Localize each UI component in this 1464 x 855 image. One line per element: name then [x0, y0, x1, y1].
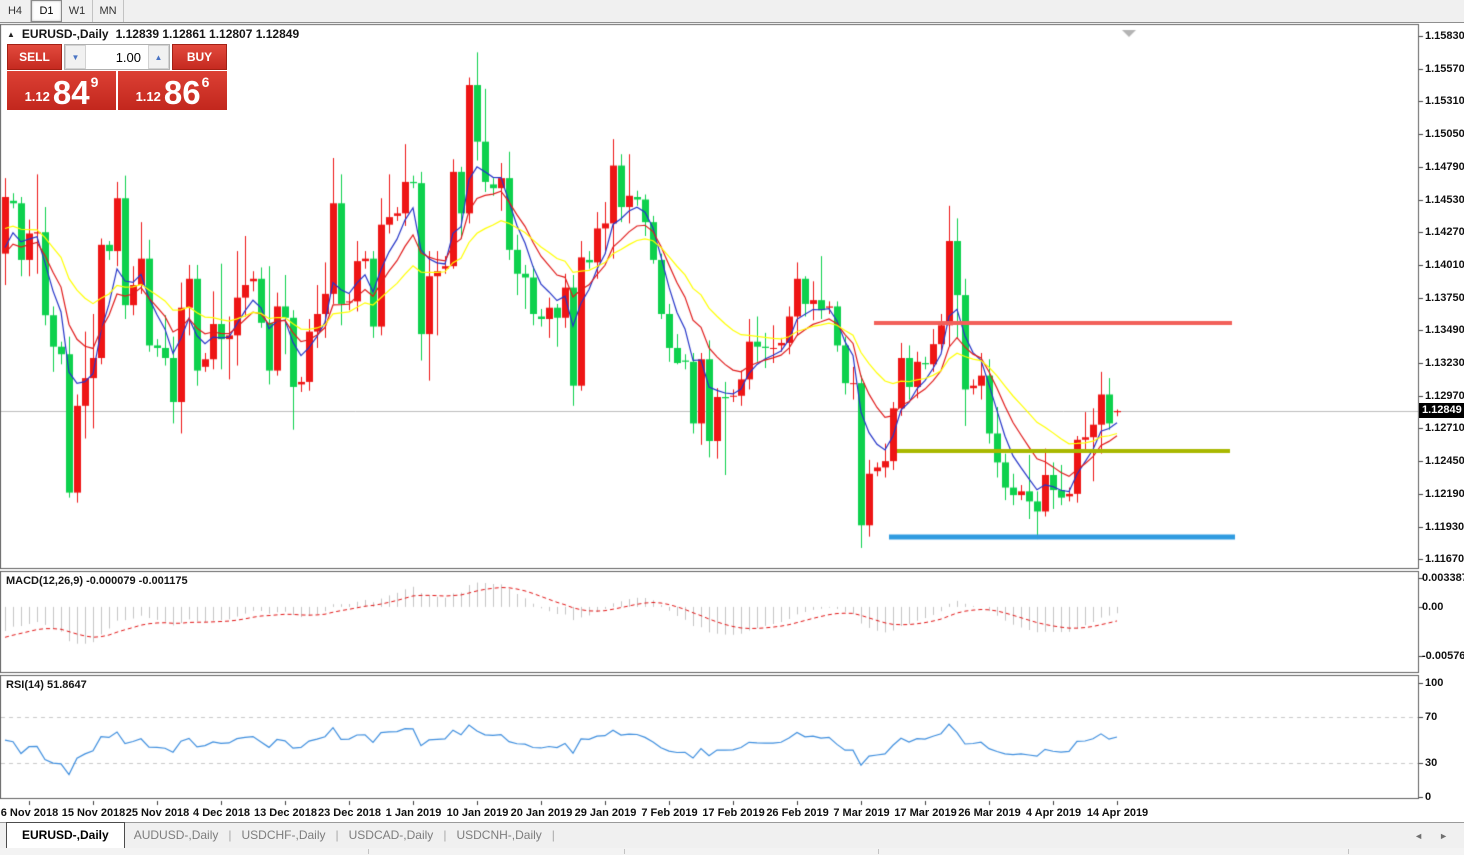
- status-separator: [1348, 849, 1349, 854]
- date-axis-label: 15 Nov 2018: [61, 807, 126, 819]
- rsi-indicator-label: RSI(14) 51.8647: [6, 679, 87, 691]
- date-axis-label: 7 Mar 2019: [833, 807, 890, 819]
- buy-price-panel[interactable]: 1.12 86 6: [118, 71, 227, 110]
- price-axis-label: 1.13750: [1425, 291, 1464, 304]
- chart-ohlc-values: 1.12839 1.12861 1.12807 1.12849: [115, 27, 300, 41]
- status-bar: [0, 848, 1464, 855]
- date-axis-label: 17 Feb 2019: [702, 807, 765, 819]
- price-axis-label: 1.13230: [1425, 356, 1464, 369]
- sell-button[interactable]: SELL: [7, 44, 62, 70]
- date-axis-label: 6 Nov 2018: [0, 807, 59, 819]
- chart-tab-usdcnh[interactable]: USDCNH-,Daily: [456, 828, 542, 842]
- price-axis-label: 1.13490: [1425, 323, 1464, 336]
- timeframe-toolbar: H4 D1 W1 MN: [0, 0, 1464, 23]
- price-axis-label: 1.11930: [1425, 520, 1464, 533]
- date-axis-label: 17 Mar 2019: [894, 807, 957, 819]
- buy-price-main: 86: [163, 73, 201, 111]
- date-axis-label: 26 Mar 2019: [958, 807, 1021, 819]
- price-axis-label: 1.14530: [1425, 193, 1464, 206]
- price-axis-label: 1.12970: [1425, 389, 1464, 402]
- macd-indicator-label: MACD(12,26,9) -0.000079 -0.001175: [6, 575, 188, 587]
- date-axis-label: 25 Nov 2018: [125, 807, 190, 819]
- status-separator: [368, 849, 369, 854]
- price-axis-label: 1.14270: [1425, 225, 1464, 238]
- price-axis-label: 1.12190: [1425, 487, 1464, 500]
- tabs-scroll-controls: ◄ ►: [1414, 831, 1464, 848]
- date-axis-label: 10 Jan 2019: [446, 807, 509, 819]
- rsi-axis-label: 100: [1425, 676, 1444, 689]
- chart-expand-icon[interactable]: ▲: [7, 29, 15, 39]
- sell-price-pip: 9: [90, 74, 99, 90]
- buy-button[interactable]: BUY: [172, 44, 227, 70]
- tab-separator: |: [335, 828, 339, 842]
- volume-stepper: ▼ 1.00 ▲: [64, 44, 170, 70]
- price-axis-label: 1.11670: [1425, 552, 1464, 565]
- price-axis-label: 1.15570: [1425, 62, 1464, 75]
- status-separator: [878, 849, 879, 854]
- rsi-axis-label: 0: [1425, 790, 1432, 803]
- date-axis-label: 26 Feb 2019: [766, 807, 829, 819]
- macd-axis-label: 0.00: [1422, 600, 1444, 613]
- tab-separator: |: [443, 828, 447, 842]
- buy-price-pip: 6: [201, 74, 210, 90]
- price-axis-label: 1.14790: [1425, 160, 1464, 173]
- tab-separator: |: [228, 828, 232, 842]
- rsi-axis-label: 30: [1425, 756, 1438, 769]
- price-axis-label: 1.15050: [1425, 127, 1464, 140]
- chart-tab-eurusd[interactable]: EURUSD-,Daily: [6, 822, 125, 848]
- sell-price-main: 84: [52, 73, 90, 111]
- date-axis-label: 29 Jan 2019: [574, 807, 637, 819]
- timeframe-button-h4[interactable]: H4: [0, 0, 31, 22]
- volume-input[interactable]: 1.00: [115, 49, 141, 65]
- chart-symbol-label: EURUSD-,Daily: [21, 27, 109, 41]
- price-axis-label: 1.12710: [1425, 421, 1464, 434]
- date-axis-label: 1 Jan 2019: [385, 807, 442, 819]
- rsi-axis-label: 70: [1425, 710, 1438, 723]
- date-axis-label: 7 Feb 2019: [641, 807, 698, 819]
- timeframe-button-w1[interactable]: W1: [62, 0, 93, 22]
- tab-separator: |: [551, 828, 555, 842]
- status-separator: [624, 849, 625, 854]
- date-axis-label: 23 Dec 2018: [318, 807, 381, 819]
- chart-tab-usdcad[interactable]: USDCAD-,Daily: [348, 828, 434, 842]
- timeframe-button-mn[interactable]: MN: [93, 0, 124, 22]
- current-price-box: 1.12849: [1419, 403, 1464, 418]
- tabs-scroll-right-button[interactable]: ►: [1439, 831, 1448, 841]
- date-axis-label: 4 Dec 2018: [193, 807, 250, 819]
- date-axis-label: 13 Dec 2018: [254, 807, 317, 819]
- price-axis-label: 1.15830: [1425, 29, 1464, 42]
- chart-tab-bar: EURUSD-,Daily AUDUSD-,Daily | USDCHF-,Daily…: [0, 822, 1464, 848]
- macd-axis-label: -0.00576: [1422, 649, 1464, 662]
- timeframe-button-d1[interactable]: D1: [31, 0, 62, 22]
- price-axis-label: 1.12450: [1425, 454, 1464, 467]
- chart-tab-usdchf[interactable]: USDCHF-,Daily: [241, 828, 326, 842]
- price-axis-label: 1.14010: [1425, 258, 1464, 271]
- sell-price-prefix: 1.12: [24, 89, 50, 104]
- one-click-trading-panel: SELL ▼ 1.00 ▲ BUY 1.12 84 9 1.12 86 6: [7, 44, 227, 110]
- chart-window: ▲ EURUSD-,Daily 1.12839 1.12861 1.12807 …: [0, 23, 1464, 822]
- chart-title: ▲ EURUSD-,Daily 1.12839 1.12861 1.12807 …: [7, 27, 299, 41]
- volume-decrease-button[interactable]: ▼: [65, 45, 86, 69]
- sell-price-panel[interactable]: 1.12 84 9: [7, 71, 116, 110]
- price-axis-label: 1.15310: [1425, 94, 1464, 107]
- tabs-scroll-left-button[interactable]: ◄: [1414, 831, 1424, 841]
- volume-increase-button[interactable]: ▲: [148, 45, 169, 69]
- chart-tab-audusd[interactable]: AUDUSD-,Daily: [133, 828, 219, 842]
- date-axis-label: 14 Apr 2019: [1086, 807, 1149, 819]
- date-axis-label: 4 Apr 2019: [1025, 807, 1082, 819]
- date-axis-label: 20 Jan 2019: [510, 807, 573, 819]
- macd-axis-label: 0.003387: [1422, 571, 1464, 584]
- chart-canvas[interactable]: [0, 23, 1464, 822]
- buy-price-prefix: 1.12: [135, 89, 161, 104]
